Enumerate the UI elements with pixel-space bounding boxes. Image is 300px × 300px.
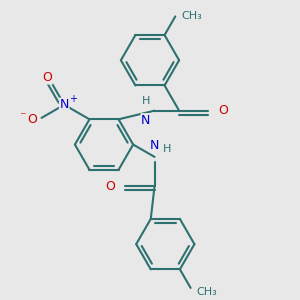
Text: +: + xyxy=(69,94,77,103)
Text: CH₃: CH₃ xyxy=(197,287,218,297)
Text: N: N xyxy=(141,114,151,127)
Text: H: H xyxy=(163,144,171,154)
Text: N: N xyxy=(150,139,159,152)
Text: O: O xyxy=(218,104,228,117)
Text: N: N xyxy=(60,98,69,111)
Text: O: O xyxy=(27,113,37,126)
Text: O: O xyxy=(42,71,52,84)
Text: CH₃: CH₃ xyxy=(182,11,202,21)
Text: H: H xyxy=(142,96,151,106)
Text: O: O xyxy=(106,179,116,193)
Text: ⁻: ⁻ xyxy=(19,110,26,123)
